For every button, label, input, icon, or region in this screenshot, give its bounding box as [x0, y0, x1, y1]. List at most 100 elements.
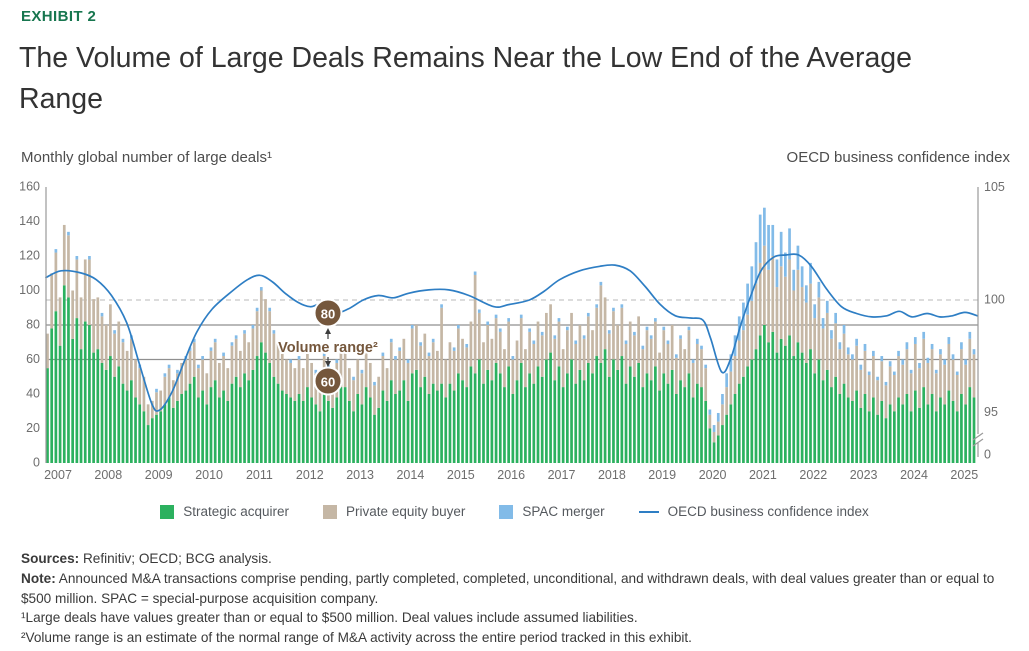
bar-strategic — [234, 376, 238, 463]
bar-strategic — [134, 397, 137, 463]
bar-pe — [264, 299, 267, 353]
bar-strategic — [306, 387, 309, 463]
bar-strategic — [398, 390, 401, 463]
bar-strategic — [67, 297, 70, 463]
bar-pe — [515, 340, 519, 381]
bar-pe — [385, 368, 389, 401]
bar-strategic — [83, 321, 87, 463]
bar-pe — [771, 256, 775, 332]
bar-pe — [285, 359, 288, 394]
bar-pe — [633, 335, 636, 377]
bar-strategic — [901, 404, 905, 463]
note-label: Note: — [21, 570, 56, 586]
bar-spac — [272, 330, 276, 334]
bar-strategic — [675, 394, 678, 463]
bar-spac — [373, 381, 376, 386]
bar-spac — [494, 314, 498, 319]
bar-strategic — [50, 328, 54, 463]
bar-pe — [226, 368, 230, 401]
bar-spac — [230, 342, 234, 346]
bar-pe — [167, 368, 171, 398]
bar-strategic — [100, 362, 104, 463]
bar-pe — [100, 316, 104, 363]
bar-strategic — [410, 373, 414, 463]
bar-spac — [306, 347, 309, 351]
bar-spac — [855, 338, 858, 346]
year-tick-2025: 2025 — [950, 468, 978, 482]
right-tick-0: 0 — [984, 447, 991, 461]
bar-strategic — [566, 373, 569, 463]
bar-pe — [872, 356, 875, 398]
bar-strategic — [498, 373, 502, 463]
bar-pe — [440, 307, 443, 384]
bar-pe — [381, 356, 385, 391]
bar-spac — [804, 285, 808, 303]
bar-strategic — [339, 387, 343, 463]
bar-spac — [792, 269, 796, 291]
bar-strategic — [297, 394, 301, 463]
legend-line-icon — [638, 510, 659, 513]
year-tick-2016: 2016 — [497, 468, 525, 482]
left-tick-100: 100 — [19, 283, 40, 297]
bar-pe — [582, 338, 586, 381]
bar-pe — [792, 290, 796, 357]
bar-spac — [859, 364, 863, 370]
bar-strategic — [268, 362, 272, 463]
bar-strategic — [742, 376, 745, 463]
bar-pe — [507, 321, 510, 367]
bar-pe — [457, 328, 460, 374]
bar-strategic — [402, 380, 406, 463]
bar-strategic — [863, 394, 867, 463]
bar-spac — [213, 338, 217, 343]
bar-pe — [821, 328, 825, 381]
bar-spac — [704, 364, 708, 369]
bar-strategic — [71, 338, 74, 463]
bar-spac — [905, 342, 909, 350]
bar-pe — [431, 342, 435, 384]
bar-pe — [817, 297, 821, 360]
right-tick-105: 105 — [984, 180, 1005, 194]
bar-strategic — [821, 380, 825, 463]
bar-spac — [746, 283, 749, 315]
bar-strategic — [285, 394, 288, 463]
bar-pe — [213, 342, 217, 381]
bar-strategic — [46, 368, 49, 464]
bar-strategic — [511, 394, 515, 463]
bar-pe — [968, 338, 972, 388]
bar-pe — [419, 345, 422, 388]
bar-strategic — [842, 383, 846, 463]
bar-spac — [566, 326, 569, 331]
bar-pe — [176, 373, 179, 401]
bar-strategic — [255, 356, 259, 463]
volume-range-80-value: 80 — [321, 307, 335, 322]
bar-strategic — [163, 404, 167, 463]
bar-strategic — [687, 373, 691, 463]
bar-strategic — [792, 356, 796, 463]
legend-item-2: SPAC merger — [499, 504, 605, 519]
bar-strategic — [540, 376, 544, 463]
bar-strategic — [452, 390, 456, 463]
volume-range-60-badge — [313, 366, 343, 396]
bar-strategic — [444, 397, 448, 463]
bar-spac — [679, 335, 682, 339]
left-tick-160: 160 — [19, 179, 40, 193]
bar-pe — [46, 333, 49, 369]
bar-strategic — [586, 362, 590, 463]
bar-pe — [247, 342, 251, 381]
bar-strategic — [624, 383, 628, 463]
bar-pe — [733, 356, 737, 394]
bar-strategic — [176, 400, 179, 463]
bar-pe — [628, 321, 632, 367]
bar-strategic — [775, 352, 779, 463]
bar-spac — [259, 287, 263, 291]
bar-spac — [939, 349, 942, 355]
bar-strategic — [104, 369, 108, 463]
bar-pe — [272, 333, 276, 377]
bar-strategic — [880, 400, 884, 463]
bar-strategic — [389, 380, 393, 463]
bar-strategic — [750, 359, 754, 463]
bar-strategic — [331, 407, 334, 463]
left-tick-0: 0 — [33, 455, 40, 469]
bar-spac — [406, 359, 410, 363]
bar-spac — [691, 359, 695, 363]
